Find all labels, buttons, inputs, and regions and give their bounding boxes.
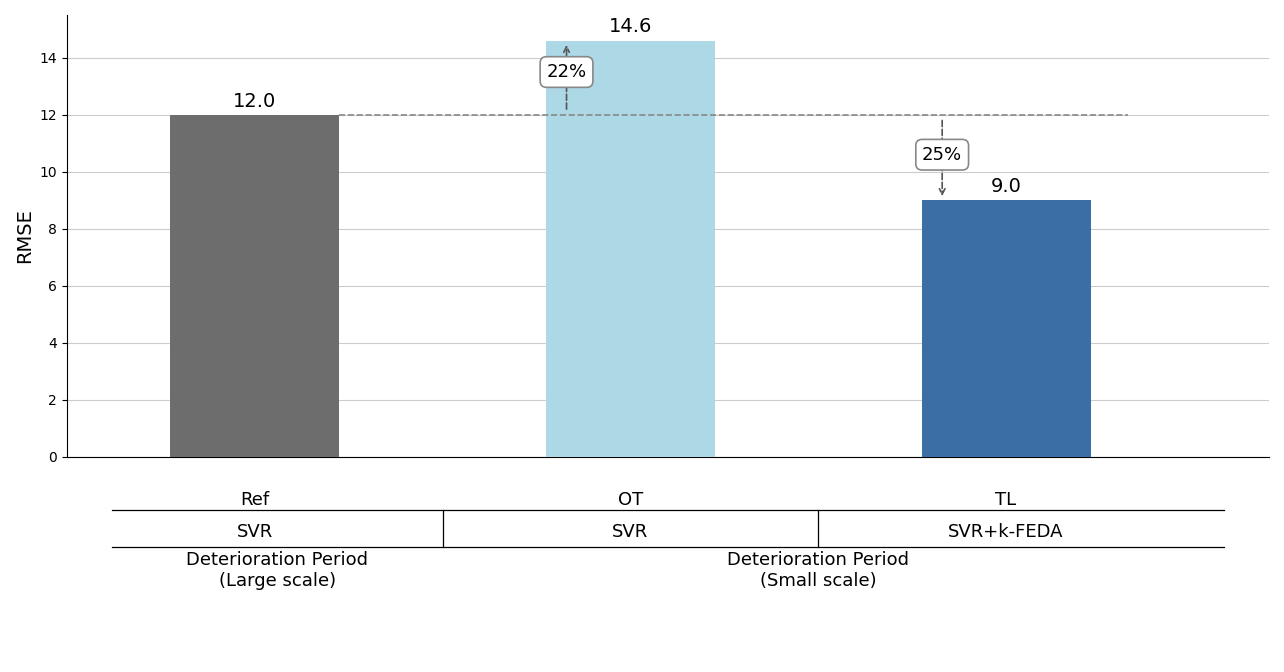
Text: TL: TL: [995, 491, 1017, 509]
Text: 22%: 22%: [547, 63, 587, 81]
Bar: [546, 41, 715, 457]
Y-axis label: RMSE: RMSE: [15, 208, 33, 263]
Bar: [922, 200, 1090, 457]
Text: 25%: 25%: [922, 146, 962, 164]
Text: SVR: SVR: [612, 523, 648, 540]
Text: Deterioration Period
(Small scale): Deterioration Period (Small scale): [727, 551, 909, 590]
Text: SVR+k-FEDA: SVR+k-FEDA: [949, 523, 1063, 540]
Text: Ref: Ref: [240, 491, 270, 509]
Text: 12.0: 12.0: [234, 91, 276, 110]
Bar: [171, 115, 339, 457]
Text: 14.6: 14.6: [609, 17, 652, 36]
Text: 9.0: 9.0: [990, 177, 1022, 196]
Text: OT: OT: [618, 491, 643, 509]
Text: Deterioration Period
(Large scale): Deterioration Period (Large scale): [186, 551, 369, 590]
Text: SVR: SVR: [236, 523, 273, 540]
